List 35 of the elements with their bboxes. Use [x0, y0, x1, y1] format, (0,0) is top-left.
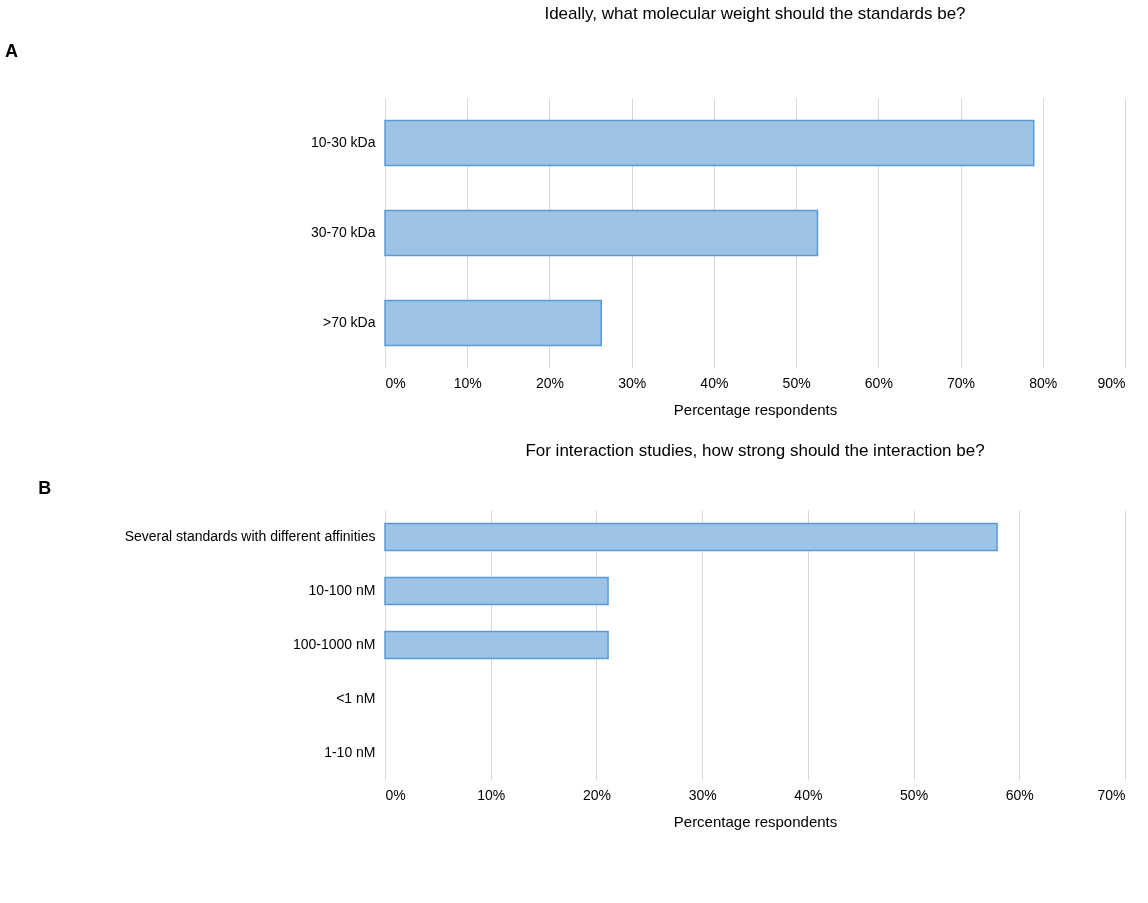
x-tick-label: 10% [477, 786, 506, 803]
y-tick-label: 30-70 kDa [310, 224, 376, 240]
y-tick-label: 100-1000 nM [292, 636, 376, 652]
y-tick-label: >70 kDa [322, 314, 376, 330]
x-axis-title: Percentage respondents [673, 812, 838, 830]
x-tick-label: 0% [385, 374, 406, 391]
bar [384, 209, 819, 257]
x-tick-label: 20% [535, 374, 564, 391]
x-tick-label: 60% [864, 374, 893, 391]
x-tick-label: 90% [1097, 374, 1126, 391]
bar [384, 119, 1035, 167]
text: A [5, 41, 18, 61]
y-tick-label: <1 nM [336, 690, 376, 706]
x-axis-title: Percentage respondents [673, 400, 838, 418]
bar [384, 299, 602, 347]
x-tick-label: 40% [794, 786, 823, 803]
y-tick-label: Several standards with different affinities [124, 528, 376, 544]
y-tick-label: 1-10 nM [324, 744, 376, 760]
x-tick-label: 70% [1097, 786, 1126, 803]
x-tick-label: 40% [700, 374, 729, 391]
x-tick-label: 0% [385, 786, 406, 803]
y-tick-label: 10-30 kDa [310, 134, 376, 150]
x-tick-label: 50% [900, 786, 929, 803]
x-tick-label: 70% [947, 374, 976, 391]
x-tick-label: 30% [688, 786, 717, 803]
x-tick-label: 60% [1005, 786, 1034, 803]
x-tick-label: 10% [453, 374, 482, 391]
text: B [38, 478, 52, 498]
chart-title: For interaction studies, how strong should the interaction be? [525, 441, 985, 460]
chart-title: Ideally, what molecular weight should the standards be? [544, 4, 966, 23]
x-tick-label: 20% [582, 786, 611, 803]
x-tick-label: 50% [782, 374, 811, 391]
x-tick-label: 30% [618, 374, 647, 391]
y-tick-label: 10-100 nM [308, 582, 376, 598]
x-tick-label: 80% [1029, 374, 1058, 391]
